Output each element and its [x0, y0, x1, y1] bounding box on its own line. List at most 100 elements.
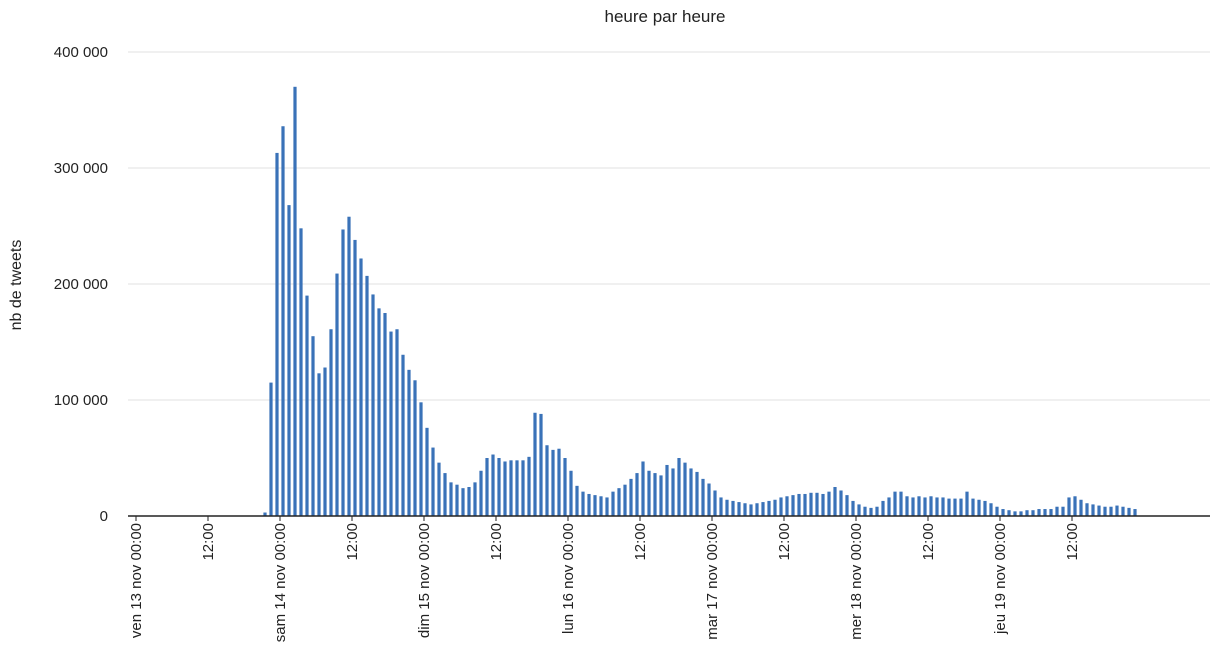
bar [431, 447, 435, 516]
y-tick-label: 0 [100, 508, 108, 525]
bar [653, 473, 657, 516]
y-tick-label: 200 000 [54, 276, 108, 293]
bar [1133, 509, 1137, 516]
bar [1025, 510, 1029, 516]
bar [809, 492, 813, 516]
y-tick-label: 100 000 [54, 392, 108, 409]
bar [515, 460, 519, 516]
bar [857, 504, 861, 516]
x-tick-label: 12:00 [776, 523, 793, 561]
bar [443, 473, 447, 516]
bar [677, 458, 681, 516]
bar [719, 497, 723, 516]
bar [695, 471, 699, 516]
x-tick-label: 12:00 [200, 523, 217, 561]
bar [617, 488, 621, 516]
bar [731, 500, 735, 516]
bar [419, 402, 423, 516]
x-tick-label: 12:00 [632, 523, 649, 561]
bar [1013, 511, 1017, 516]
bar [713, 490, 717, 516]
y-axis-label: nb de tweets [8, 240, 25, 331]
bar [773, 499, 777, 516]
bar [557, 448, 561, 516]
bar [737, 502, 741, 516]
x-tick-label: jeu 19 nov 00:00 [992, 523, 1009, 635]
bar [275, 152, 279, 517]
bar [749, 504, 753, 516]
bar [635, 473, 639, 516]
x-tick-label: 12:00 [344, 523, 361, 561]
bar [1055, 506, 1059, 516]
bar [305, 295, 309, 516]
bar [623, 484, 627, 516]
bars [263, 86, 1137, 517]
bar [437, 462, 441, 516]
x-tick-labels: ven 13 nov 00:00 12:00 sam 14 nov 00:00 12:… [128, 516, 1081, 642]
bar [863, 506, 867, 516]
bar [479, 470, 483, 516]
bar [875, 506, 879, 516]
bar [905, 496, 909, 516]
bar [395, 329, 399, 516]
bar [563, 458, 567, 516]
bar [971, 498, 975, 516]
x-tick-label: mar 17 nov 00:00 [704, 523, 721, 640]
y-tick-label: 300 000 [54, 160, 108, 177]
bar [743, 503, 747, 516]
bar [413, 380, 417, 516]
chart-title: heure par heure [605, 7, 726, 26]
bar [1115, 505, 1119, 516]
x-tick-label: ven 13 nov 00:00 [128, 523, 145, 638]
bar [683, 462, 687, 516]
bar [893, 491, 897, 516]
x-tick-label: sam 14 nov 00:00 [272, 523, 289, 642]
bar [1091, 504, 1095, 516]
bar [767, 500, 771, 516]
bar [785, 496, 789, 516]
bar [311, 336, 315, 516]
bar [797, 493, 801, 516]
x-tick-label: mer 18 nov 00:00 [848, 523, 865, 640]
bar [1007, 510, 1011, 516]
y-tick-labels: 0 100 000 200 000 300 000 400 000 [54, 44, 108, 525]
bar [1067, 497, 1071, 516]
bar [947, 498, 951, 516]
bar [953, 498, 957, 516]
bar [1085, 503, 1089, 516]
bar [359, 258, 363, 516]
y-tick-label: 400 000 [54, 44, 108, 61]
bar [929, 496, 933, 516]
bar [827, 491, 831, 516]
bar [389, 331, 393, 516]
bar [509, 460, 513, 516]
bar [527, 456, 531, 516]
bar [1061, 506, 1065, 516]
bar [521, 460, 525, 516]
bar [371, 294, 375, 516]
bar [911, 497, 915, 516]
bar [839, 490, 843, 516]
bar [1031, 510, 1035, 516]
bar [647, 470, 651, 516]
bar [323, 367, 327, 516]
bar [467, 487, 471, 516]
bar [605, 497, 609, 516]
bar [1043, 509, 1047, 516]
bar [989, 503, 993, 516]
bar [995, 506, 999, 516]
bar [923, 497, 927, 516]
bar [503, 461, 507, 516]
bar [341, 229, 345, 517]
bar [1079, 499, 1083, 516]
bar [473, 482, 477, 516]
bar [833, 487, 837, 516]
bar [317, 373, 321, 516]
bar [497, 458, 501, 516]
bar [701, 478, 705, 516]
bar [869, 507, 873, 516]
bar [1037, 509, 1041, 516]
bar [1103, 506, 1107, 516]
bar [569, 470, 573, 516]
